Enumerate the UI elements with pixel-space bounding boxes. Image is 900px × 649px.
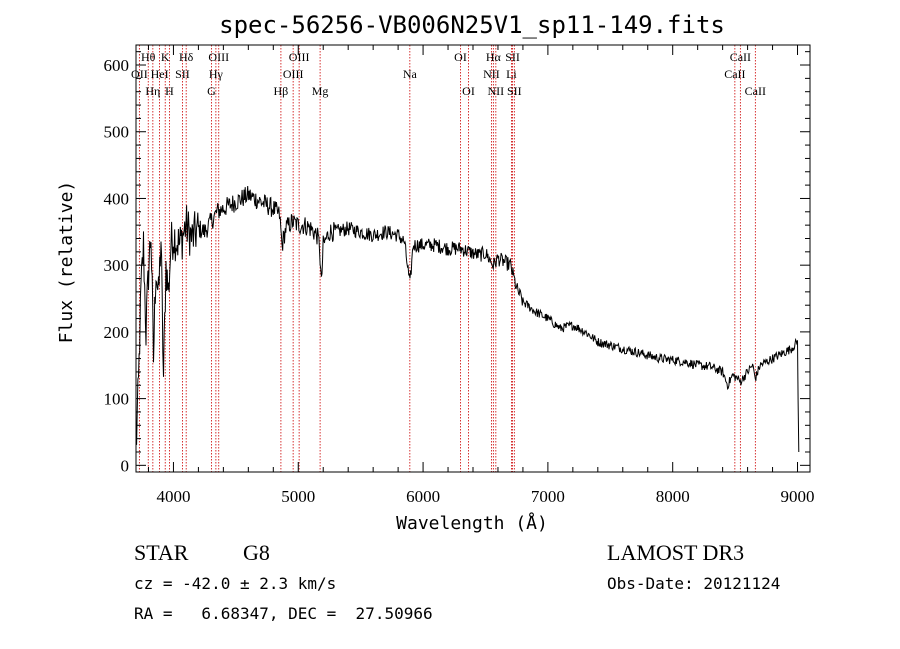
y-axis-ticks: 0 100 200 300 400 500 600 [104, 51, 810, 475]
line-markers [138, 45, 756, 472]
x-tick-label-1: 5000 [281, 487, 315, 506]
line-label-24: CaII [724, 67, 745, 81]
line-label-16: OI [454, 50, 467, 64]
line-label-25: CaII [730, 50, 751, 64]
line-label-7: Hδ [179, 50, 194, 64]
plot-frame [135, 44, 811, 473]
line-label-15: Na [403, 67, 418, 81]
redshift-velocity: cz = -42.0 ± 2.3 km/s [134, 574, 337, 593]
line-label-11: Hβ [274, 84, 289, 98]
line-label-5: H [165, 84, 174, 98]
line-label-4: K [161, 50, 170, 64]
line-label-26: CaII [745, 84, 766, 98]
x-tick-label-5: 9000 [781, 487, 815, 506]
spectrum-line [135, 185, 800, 453]
sky-coordinates: RA = 6.68347, DEC = 27.50966 [134, 604, 433, 623]
observation-date: Obs-Date: 20121124 [607, 574, 781, 593]
line-label-3: HeI [151, 67, 169, 81]
y-tick-label-0: 0 [121, 456, 130, 475]
y-tick-label-5: 500 [104, 123, 130, 142]
line-label-13: OIII [289, 50, 310, 64]
y-tick-label-2: 200 [104, 323, 130, 342]
line-label-18: NII [483, 67, 500, 81]
object-class: STAR [134, 540, 189, 565]
line-label-22: SII [505, 50, 520, 64]
x-tick-label-4: 8000 [656, 487, 690, 506]
y-tick-label-1: 100 [104, 390, 130, 409]
line-label-23: SII [507, 84, 522, 98]
line-label-0: OII [131, 67, 148, 81]
line-label-17: OI [462, 84, 475, 98]
line-label-19: Hα [486, 50, 502, 64]
chart-title: spec-56256-VB006N25V1_sp11-149.fits [219, 11, 725, 39]
line-label-20: NII [488, 84, 505, 98]
object-subclass: G8 [243, 540, 270, 565]
x-tick-label-0: 4000 [156, 487, 190, 506]
y-tick-label-4: 400 [104, 189, 130, 208]
line-label-2: Hη [145, 84, 160, 98]
x-axis-ticks: 4000 5000 6000 7000 8000 9000 [147, 45, 815, 506]
line-label-1: Hθ [141, 50, 156, 64]
x-tick-label-3: 7000 [531, 487, 565, 506]
y-tick-label-3: 300 [104, 256, 130, 275]
line-labels: OIIHθHηHeIKHSIIHδGHγOIIIHβOIIIOIIIMgNaOI… [131, 50, 766, 98]
line-label-9: Hγ [209, 67, 224, 81]
line-label-21: Li [506, 67, 517, 81]
line-label-10: OIII [208, 50, 229, 64]
line-label-12: OIII [283, 67, 304, 81]
y-tick-label-6: 600 [104, 56, 130, 75]
line-label-14: Mg [312, 84, 329, 98]
survey-name: LAMOST DR3 [607, 540, 745, 565]
line-label-8: G [207, 84, 216, 98]
x-tick-label-2: 6000 [406, 487, 440, 506]
x-axis-label: Wavelength (Å) [396, 512, 548, 534]
spectrum-series [135, 185, 800, 453]
line-label-6: SII [175, 67, 190, 81]
y-axis-label: Flux (relative) [56, 181, 77, 344]
